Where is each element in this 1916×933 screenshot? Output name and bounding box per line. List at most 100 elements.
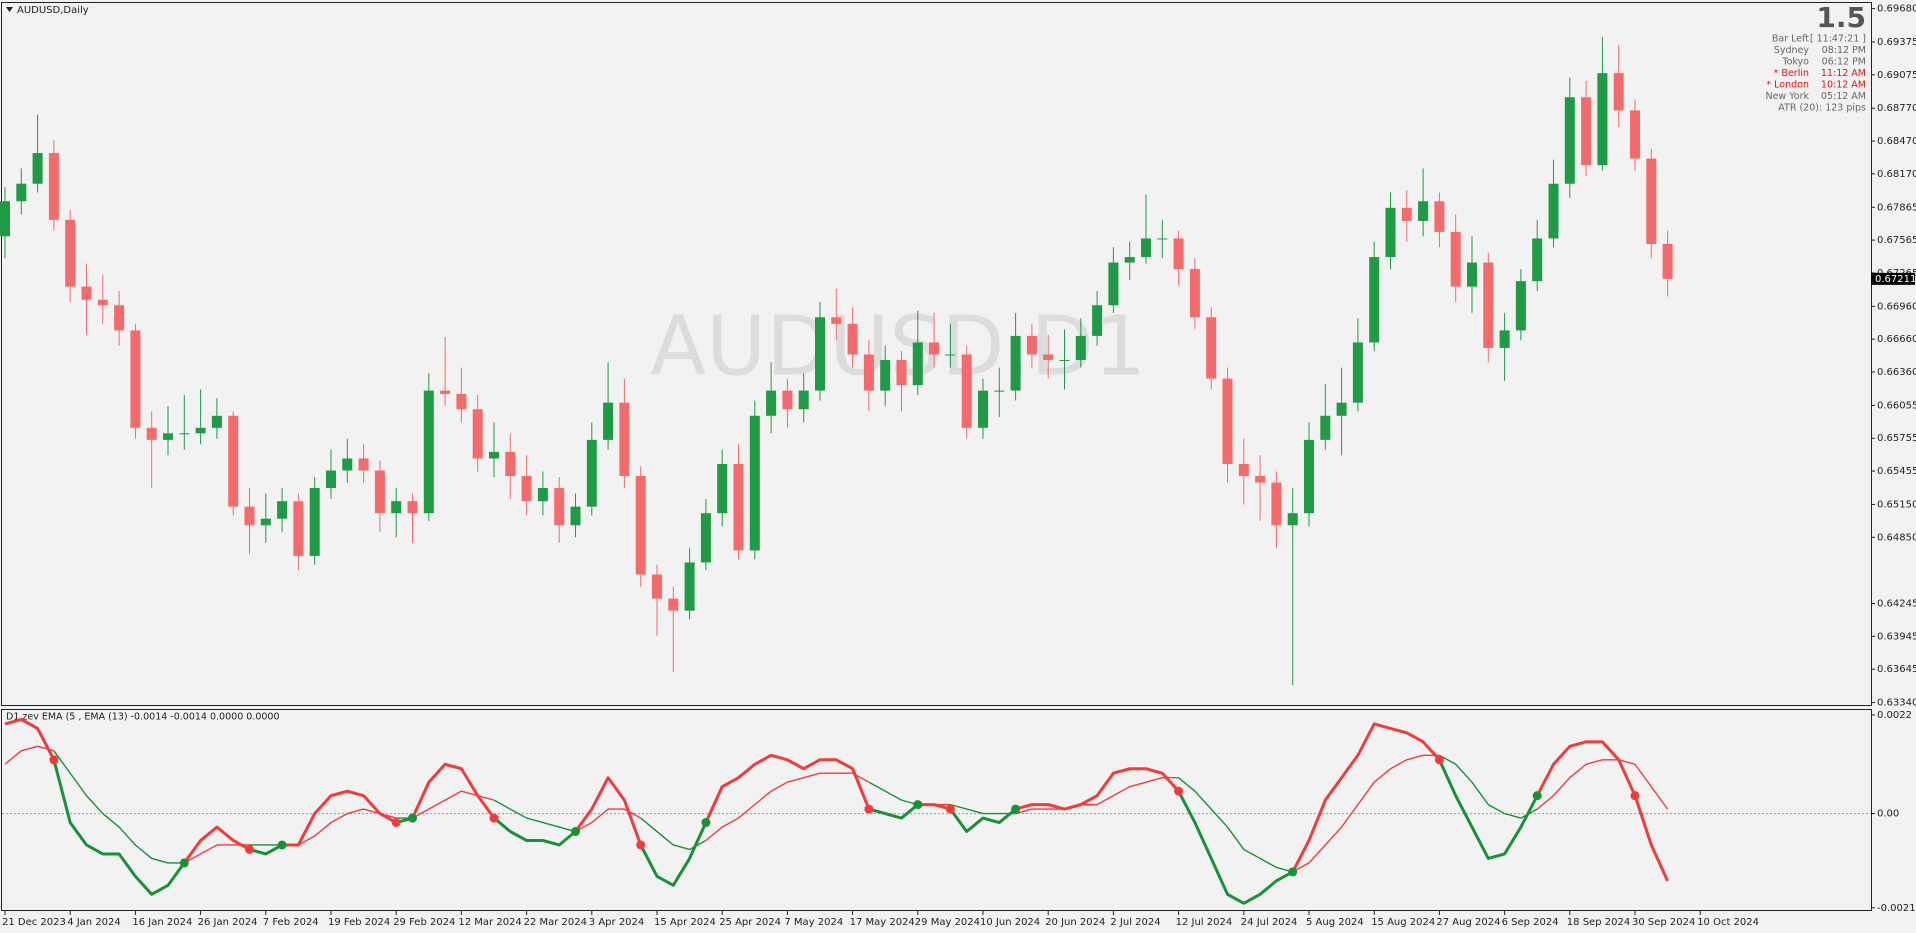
candle-body [798, 390, 809, 410]
candle-body [1010, 335, 1021, 391]
candle-body [472, 409, 483, 459]
candle-body [880, 359, 891, 391]
x-tick-label: 2 Jul 2024 [1110, 917, 1160, 928]
candle-body [48, 153, 59, 220]
info-value: 10:12 AM [1821, 80, 1866, 91]
candle-body [586, 439, 597, 507]
candle-body [733, 463, 744, 551]
candle-body [114, 305, 125, 331]
candle-body [1075, 335, 1086, 360]
candle-body [1320, 415, 1331, 440]
y-tick-label: 0.67865 [1877, 202, 1916, 213]
candle-body [1189, 269, 1200, 318]
candle-body [1206, 317, 1217, 379]
signal-line [1439, 754, 1538, 819]
x-tick-label: 21 Dec 2023 [2, 917, 66, 928]
cross-dot [179, 858, 189, 868]
cross-dot [571, 827, 580, 837]
candle-body [603, 402, 614, 440]
y-tick-label: 0.64245 [1877, 599, 1916, 610]
candle-body [1385, 207, 1396, 258]
candle-body [863, 354, 874, 391]
chart-title: AUDUSD,Daily [17, 5, 89, 16]
signal-line [412, 790, 495, 819]
candle-body [945, 354, 956, 356]
candle-body [1418, 201, 1429, 221]
candle-body [423, 390, 434, 514]
fast-line [183, 825, 251, 864]
candle-body [635, 475, 646, 575]
y-tick-label: -0.0021 [1877, 903, 1916, 914]
candle-body [1401, 207, 1412, 221]
x-tick-label: 10 Jun 2024 [980, 917, 1040, 928]
main-panel-border [1, 2, 1872, 706]
cross-dot [864, 804, 874, 814]
cross-dot [408, 813, 417, 823]
candle-body [652, 574, 662, 599]
cross-dot [1011, 804, 1021, 814]
candle-body [440, 390, 451, 394]
candle-body [489, 451, 499, 459]
info-value: 08:12 PM [1822, 45, 1866, 56]
y-tick-label: 0.66360 [1877, 367, 1916, 378]
candle-body [1532, 238, 1543, 282]
signal-line [53, 750, 185, 864]
x-tick-label: 3 Apr 2024 [589, 917, 644, 928]
y-tick-label: 0.68170 [1877, 169, 1916, 180]
x-tick-label: 6 Sep 2024 [1502, 917, 1559, 928]
candle-body [961, 354, 972, 428]
cross-dot [245, 844, 254, 854]
info-name: New York [1765, 91, 1809, 102]
candle-body [1662, 243, 1673, 279]
indicator-title: D1 zev EMA (5 , EMA (13) -0.0014 -0.0014… [6, 712, 280, 723]
candle-body [1238, 463, 1249, 476]
candle-body [228, 415, 239, 507]
candle-body [1499, 330, 1510, 348]
signal-line [950, 803, 1016, 815]
last-price-label: 0.67211 [1875, 274, 1916, 285]
y-tick-label: 0.66660 [1877, 334, 1916, 345]
candle-body [815, 317, 825, 391]
y-tick-label: 0.0022 [1877, 710, 1912, 721]
candle-body [1141, 238, 1151, 258]
cross-dot [913, 800, 923, 810]
candle-body [391, 501, 402, 514]
x-tick-label: 19 Feb 2024 [328, 917, 390, 928]
candle-body [195, 427, 206, 434]
y-tick-label: 0.65150 [1877, 499, 1916, 510]
y-tick-label: 0.65755 [1877, 433, 1916, 444]
candle-body [994, 390, 1005, 392]
candle-body [782, 390, 793, 410]
x-tick-label: 26 Jan 2024 [198, 917, 258, 928]
cross-dot [1288, 867, 1298, 877]
candle-body [1304, 439, 1314, 514]
candle-body [896, 359, 907, 386]
cross-dot [49, 755, 59, 765]
candle-body [537, 488, 548, 502]
candle-body [1515, 281, 1526, 331]
candle-body [374, 470, 385, 514]
candle-body [700, 513, 711, 563]
signal-line [183, 844, 250, 864]
candle-body [1287, 513, 1298, 526]
menu-triangle[interactable] [6, 7, 13, 12]
candle-body [130, 330, 141, 428]
y-tick-label: 0.66055 [1877, 400, 1916, 411]
candle-body [831, 317, 842, 324]
info-name: * London [1766, 80, 1809, 91]
spread: 1.5 [1816, 1, 1866, 34]
candle-body [1124, 257, 1135, 263]
fast-line [704, 753, 871, 824]
candle-body [163, 433, 173, 440]
fast-line [1291, 722, 1441, 873]
fast-line [249, 843, 283, 856]
candle-body [326, 470, 336, 489]
signal-line [1634, 763, 1669, 810]
candle-body [1564, 97, 1575, 184]
candle-body [1173, 238, 1184, 270]
cross-dot [1532, 791, 1542, 801]
candle-body [293, 501, 304, 556]
candle-body [81, 286, 92, 300]
